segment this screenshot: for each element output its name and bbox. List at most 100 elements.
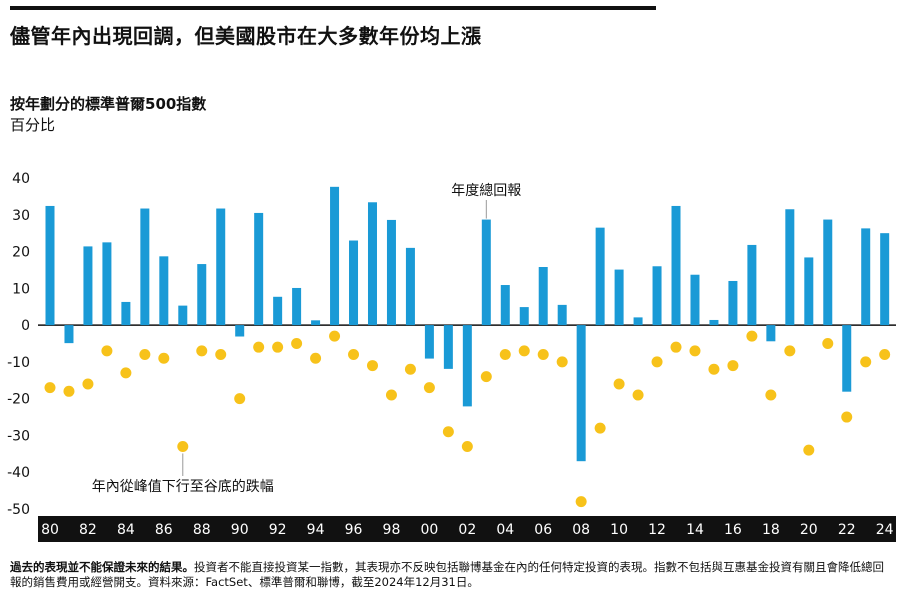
bar-2017 (747, 244, 757, 326)
bar-2001 (443, 325, 453, 369)
dot-2024 (879, 349, 891, 361)
dots (44, 330, 891, 508)
y-tick-label: 40 (12, 171, 30, 187)
dot-1987 (177, 440, 189, 452)
x-tick-label: 08 (572, 522, 590, 538)
dot-1980 (44, 382, 56, 394)
dot-2008 (575, 496, 587, 508)
dot-1994 (310, 352, 322, 364)
dot-2016 (727, 360, 739, 372)
bar-2013 (671, 205, 681, 326)
dot-2012 (651, 356, 663, 368)
y-tick-label: -40 (7, 465, 30, 481)
dot-1986 (158, 352, 170, 364)
x-tick-label: 98 (383, 522, 401, 538)
dot-2013 (670, 341, 682, 353)
bar-2009 (595, 227, 605, 326)
bar-1994 (311, 320, 321, 326)
chart-subtitle: 按年劃分的標準普爾500指數 (10, 95, 207, 113)
y-tick-label: 20 (12, 245, 30, 261)
x-axis-band (38, 516, 896, 542)
dot-1984 (120, 367, 132, 379)
x-tick-label: 22 (838, 522, 856, 538)
dot-1998 (385, 389, 397, 401)
dot-1996 (348, 349, 360, 361)
dot-1981 (63, 385, 75, 397)
dot-1993 (291, 338, 303, 349)
bar-1980 (45, 205, 55, 326)
dot-2011 (632, 389, 644, 401)
bar-1993 (292, 287, 302, 326)
x-tick-label: 14 (686, 522, 704, 538)
y-axis: 40 30 20 10 0 -10 -20 -30 -40 -50 (7, 171, 30, 518)
dot-1990 (234, 393, 246, 405)
footnote-text: 投資者不能直接投資某一指數，其表現亦不反映包括聯博基金在內的任何特定投資的表現。… (10, 560, 884, 589)
dot-2015 (708, 363, 720, 375)
dot-2005 (518, 345, 530, 357)
x-tick-label: 04 (496, 522, 514, 538)
annotation-intra: 年內從峰值下行至谷底的跌幅 (92, 479, 274, 495)
footnote-bold: 過去的表現並不能保證未來的結果。 (10, 560, 194, 574)
bar-1985 (140, 208, 150, 326)
bar-2004 (500, 285, 510, 326)
dot-2021 (822, 338, 834, 349)
bar-2020 (804, 257, 814, 326)
x-tick-label: 94 (307, 522, 325, 538)
annotations: 年度總回報 年內從峰值下行至谷底的跌幅 (92, 182, 522, 495)
dot-2023 (860, 356, 872, 368)
dot-2018 (765, 389, 777, 401)
bars (45, 186, 890, 462)
top-rule (10, 6, 656, 10)
dot-1988 (196, 345, 208, 357)
dot-2000 (423, 382, 435, 394)
bar-1998 (386, 219, 396, 326)
y-tick-label: 10 (12, 281, 30, 297)
dot-2014 (689, 345, 701, 357)
x-tick-label: 86 (155, 522, 173, 538)
y-tick-label: -10 (7, 355, 30, 371)
bar-2019 (785, 209, 795, 326)
bar-2000 (424, 325, 434, 359)
annotation-annual: 年度總回報 (451, 182, 521, 199)
bar-2011 (633, 317, 643, 326)
bar-1988 (197, 264, 207, 326)
dot-2004 (499, 349, 511, 361)
bar-1990 (235, 325, 245, 337)
chart: 40 30 20 10 0 -10 -20 -30 -40 -50 80 82 84 86 88 90 92 9… (7, 171, 896, 542)
dot-2003 (480, 371, 492, 383)
x-tick-label: 88 (193, 522, 211, 538)
bar-1992 (273, 296, 283, 326)
dot-1991 (253, 341, 265, 353)
bar-1989 (216, 208, 226, 326)
bar-1995 (330, 186, 340, 326)
x-tick-label: 12 (648, 522, 666, 538)
bar-1996 (349, 240, 359, 326)
dot-1985 (139, 349, 151, 361)
dot-1995 (329, 330, 341, 342)
bar-1986 (159, 256, 169, 326)
bar-2024 (880, 233, 890, 326)
bar-2003 (481, 219, 491, 326)
dot-1999 (404, 363, 416, 375)
y-tick-label: -30 (7, 428, 30, 444)
dot-2001 (442, 426, 454, 438)
dot-2006 (537, 349, 549, 361)
bar-1987 (178, 305, 188, 326)
footnote: 過去的表現並不能保證未來的結果。投資者不能直接投資某一指數，其表現亦不反映包括聯… (10, 560, 894, 590)
bar-2005 (519, 307, 529, 326)
bar-2021 (823, 219, 833, 326)
bar-2018 (766, 325, 776, 342)
bar-2008 (576, 325, 586, 462)
y-tick-label: 0 (21, 318, 30, 334)
x-tick-label: 82 (79, 522, 97, 538)
bar-2016 (728, 280, 738, 326)
y-tick-label: -20 (7, 392, 30, 408)
bar-2015 (709, 319, 719, 326)
dot-1983 (101, 345, 113, 357)
dot-2017 (746, 330, 758, 342)
bar-1991 (254, 212, 264, 326)
x-tick-label: 90 (231, 522, 249, 538)
bar-1997 (367, 202, 377, 326)
x-tick-label: 92 (269, 522, 287, 538)
unit-label: 百分比 (10, 116, 56, 134)
